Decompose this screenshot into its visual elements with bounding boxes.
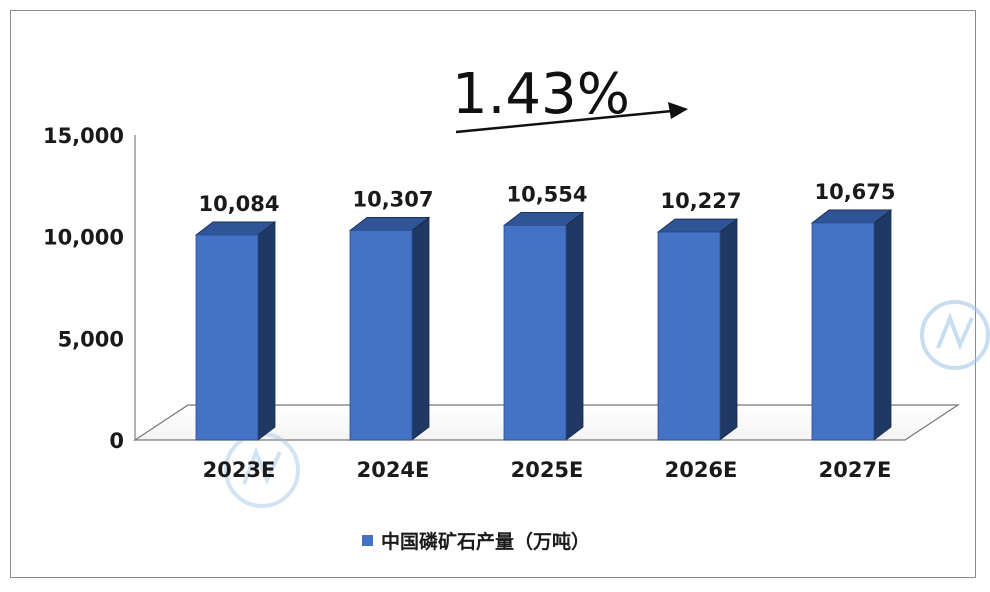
legend-label: 中国磷矿石产量（万吨）: [381, 530, 590, 553]
x-category-label: 2025E: [511, 458, 584, 482]
bar-2027E: [810, 209, 893, 441]
data-label: 10,675: [814, 180, 895, 204]
x-category-label: 2027E: [819, 458, 892, 482]
data-label: 10,084: [198, 192, 279, 216]
category-labels-group: 2023E 2024E 2025E 2026E 2027E: [203, 458, 892, 482]
x-category-label: 2024E: [357, 458, 430, 482]
x-category-label: 2026E: [665, 458, 738, 482]
data-label: 10,227: [660, 189, 741, 213]
x-category-label: 2023E: [203, 458, 276, 482]
bar-2026E: [656, 218, 739, 441]
legend: 中国磷矿石产量（万吨）: [362, 530, 590, 553]
data-label: 10,307: [352, 187, 433, 211]
y-tick-label: 10,000: [43, 226, 124, 250]
bar-front-face: [349, 230, 413, 441]
y-axis-ticks: 0 5,000 10,000 15,000: [43, 124, 124, 453]
y-tick-label: 15,000: [43, 124, 124, 148]
growth-rate-annotation: 1.43%: [452, 62, 630, 127]
bar-front-face: [195, 234, 259, 441]
bar-2023E: [194, 221, 277, 441]
y-tick-label: 0: [109, 429, 124, 453]
data-label: 10,554: [506, 182, 587, 206]
bars-group: [194, 209, 893, 441]
data-labels-group: 10,084 10,307 10,554 10,227 10,675: [198, 180, 895, 216]
bar-front-face: [503, 225, 567, 441]
y-tick-label: 5,000: [58, 327, 124, 351]
bar-front-face: [811, 222, 875, 441]
bar-side-face: [719, 218, 738, 441]
bar-front-face: [657, 231, 721, 441]
bar-2024E: [348, 216, 431, 441]
bar-side-face: [873, 209, 892, 441]
bar-side-face: [257, 221, 276, 441]
bar-2025E: [502, 211, 585, 441]
bar-side-face: [411, 216, 430, 441]
bar-side-face: [565, 211, 584, 441]
growth-arrow-icon: [455, 102, 688, 134]
legend-swatch: [362, 535, 373, 546]
watermark-logo-icon: [920, 300, 990, 370]
